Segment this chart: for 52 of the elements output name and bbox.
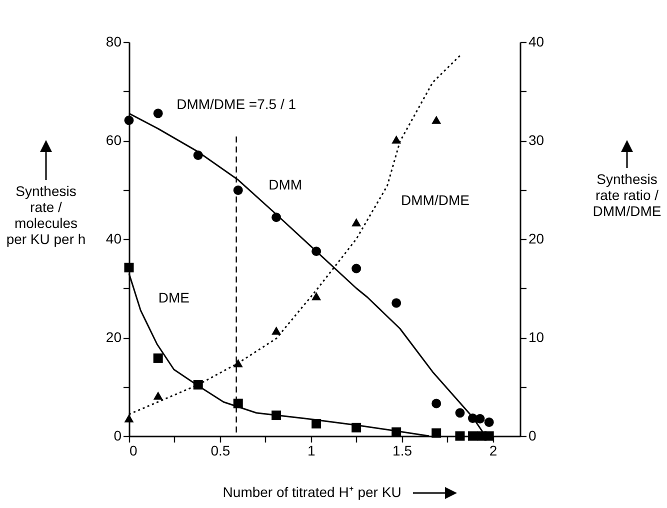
point — [124, 116, 134, 126]
point — [392, 427, 402, 437]
point — [392, 298, 402, 308]
point — [312, 292, 322, 300]
point — [455, 408, 465, 418]
x-tick-label: 0 — [130, 442, 138, 458]
x-tick-label: 0.5 — [210, 442, 230, 458]
point — [272, 410, 282, 420]
point — [352, 422, 362, 432]
series-label: DME — [158, 290, 190, 306]
x-tick-label: 2 — [489, 442, 498, 458]
series-label: DMM/DME — [401, 192, 470, 208]
point — [312, 418, 322, 428]
x-tick-label: 1 — [307, 442, 316, 458]
point — [392, 135, 402, 144]
point — [193, 380, 203, 390]
point — [432, 116, 442, 124]
y2-tick-label: 30 — [528, 132, 544, 148]
point — [352, 218, 362, 226]
y-tick-label: 20 — [106, 329, 122, 345]
y2-tick-label: 40 — [528, 34, 544, 50]
point — [153, 108, 163, 118]
series-label: DMM — [268, 176, 302, 192]
y-axis-title: Synthesis rate / molecules per KU per h — [5, 183, 87, 247]
y-tick-label: 80 — [106, 34, 122, 50]
y-tick-label: 0 — [114, 428, 122, 444]
point — [352, 264, 362, 274]
y2-axis-title: Synthesis rate ratio / DMM/DME — [592, 171, 662, 219]
point — [312, 246, 322, 256]
point — [484, 417, 494, 427]
point — [124, 262, 134, 272]
x-axis-title: Number of titrated H⁺ per KU — [222, 484, 402, 500]
point — [468, 431, 478, 441]
y-tick-label: 40 — [106, 230, 122, 246]
point — [432, 398, 442, 408]
point — [124, 414, 134, 422]
point — [432, 428, 442, 438]
point — [484, 431, 494, 441]
point — [455, 431, 465, 441]
y2-tick-label: 10 — [528, 329, 544, 345]
y-tick-label: 60 — [106, 132, 122, 148]
ref-line-label: DMM/DME =7.5 / 1 — [176, 96, 296, 112]
y2-tick-label: 20 — [528, 230, 544, 246]
point — [233, 359, 243, 368]
point — [272, 212, 282, 222]
y2-tick-label: 0 — [528, 428, 536, 444]
point — [153, 392, 163, 400]
x-tick-label: 1.5 — [392, 442, 412, 458]
point — [153, 353, 163, 363]
point — [272, 326, 282, 335]
point — [475, 414, 485, 424]
point — [193, 150, 203, 160]
